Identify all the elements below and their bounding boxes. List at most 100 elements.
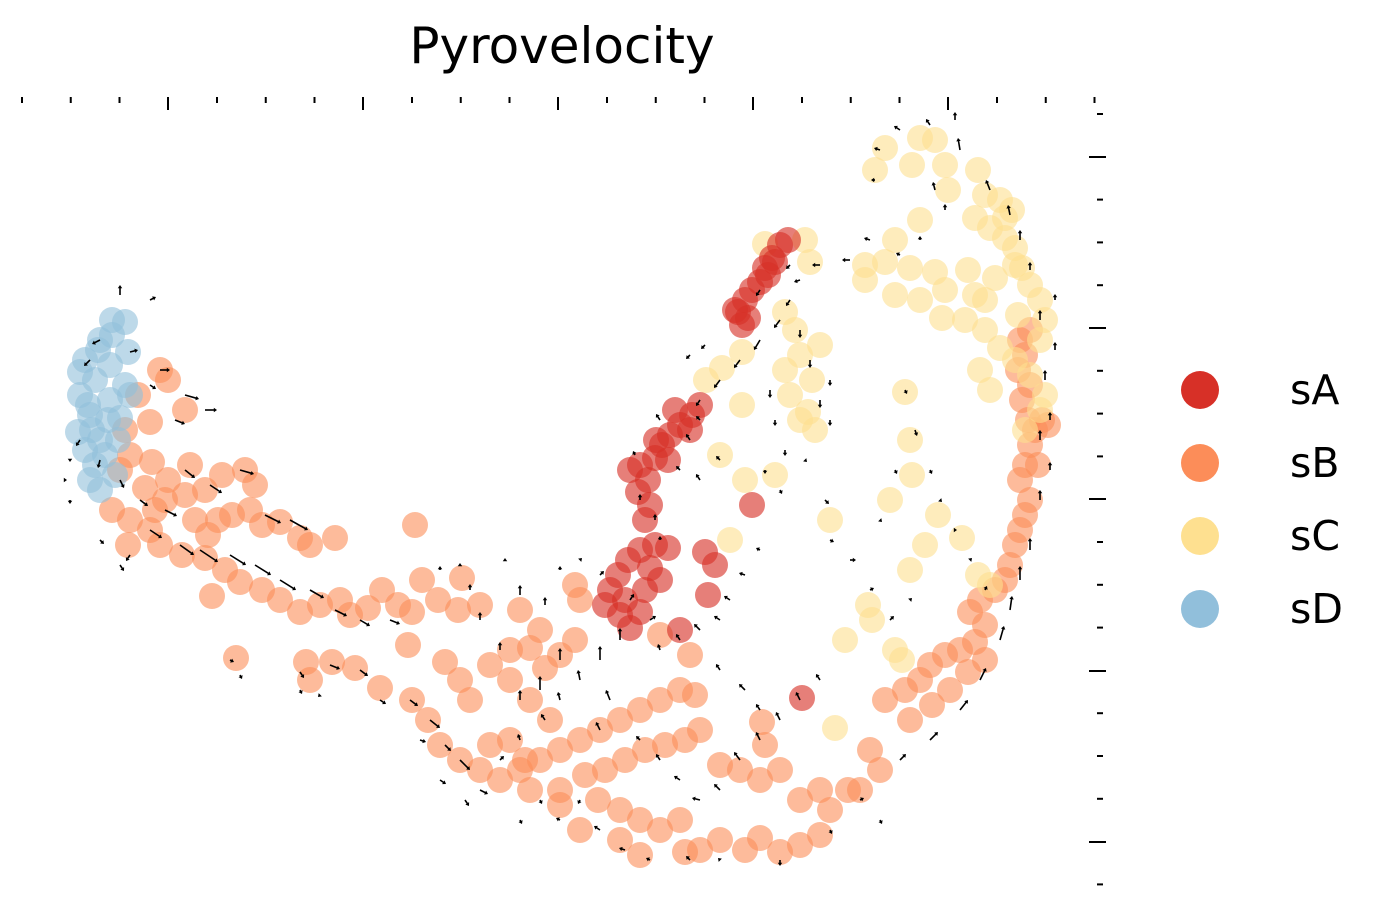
point-sa (722, 297, 748, 323)
point-sd (115, 339, 141, 365)
velocity-arrow (334, 609, 347, 617)
point-sc (977, 377, 1003, 403)
arrow-head (366, 622, 370, 627)
velocity-arrow (899, 754, 906, 761)
velocity-arrow (117, 285, 123, 295)
velocity-arrow (594, 825, 601, 831)
arrow-head (894, 125, 898, 130)
velocity-arrow (92, 339, 101, 345)
point-sb (497, 667, 523, 693)
arrow-shaft (184, 469, 194, 478)
arrow-head (655, 414, 660, 418)
point-sb (517, 777, 543, 803)
arrow-head (777, 862, 783, 866)
arrow-head (75, 442, 80, 446)
arrow-shaft (577, 671, 581, 681)
point-sc (882, 227, 908, 253)
arrow-head (1037, 430, 1043, 434)
velocity-arrow (739, 684, 746, 691)
arrow-head (577, 800, 582, 804)
arrow-head (656, 644, 662, 648)
velocity-arrow (652, 514, 658, 520)
arrow-head (465, 802, 470, 806)
velocity-arrow (785, 299, 791, 306)
velocity-arrow (239, 469, 254, 476)
point-sb (517, 687, 543, 713)
arrow-head (652, 615, 656, 620)
point-sb (682, 682, 708, 708)
arrow-head (497, 642, 503, 646)
arrow-head (701, 345, 705, 349)
velocity-arrow (264, 514, 281, 524)
arrow-head (556, 817, 560, 822)
velocity-arrow (701, 344, 706, 349)
point-sb (612, 747, 638, 773)
velocity-arrow (1047, 462, 1053, 470)
point-sb (415, 707, 441, 733)
velocity-arrow (724, 595, 731, 601)
velocity-arrow (696, 416, 701, 421)
velocity-arrow (859, 797, 864, 802)
arrow-head (173, 512, 177, 517)
point-sc (799, 367, 825, 393)
y-axis-ticks (1089, 113, 1106, 886)
point-sd (105, 427, 131, 453)
velocity-arrow (827, 420, 833, 426)
point-sb (227, 569, 253, 595)
velocity-arrow (318, 693, 322, 697)
arrow-head (942, 204, 948, 208)
arrow-head (632, 451, 637, 455)
velocity-arrow (164, 509, 177, 517)
point-sc (992, 205, 1018, 231)
velocity-arrow (299, 671, 305, 678)
velocity-arrow (655, 414, 661, 421)
arrow-shaft (179, 544, 193, 555)
velocity-arrow (718, 858, 722, 862)
point-sb (192, 477, 218, 503)
velocity-arrow (517, 690, 523, 700)
point-sc (935, 177, 961, 203)
velocity-arrow (289, 519, 308, 531)
velocity-arrow (119, 479, 125, 488)
arrow-head (956, 138, 961, 142)
arrow-head (657, 536, 663, 540)
point-sa (677, 417, 703, 443)
point-sd (75, 392, 101, 418)
arrow-head (250, 470, 254, 476)
point-sb (242, 472, 268, 498)
arrow-head (605, 690, 610, 694)
point-sc (899, 462, 925, 488)
velocity-arrow (983, 586, 988, 591)
arrow-head (630, 594, 635, 598)
point-sb (607, 797, 633, 823)
point-sc (1002, 252, 1028, 278)
velocity-arrow (184, 394, 199, 401)
point-sb (287, 599, 313, 625)
point-sa (789, 685, 815, 711)
velocity-arrow (874, 146, 881, 152)
velocity-arrow (794, 278, 801, 284)
arrow-head (893, 470, 898, 474)
arrow-shaft (979, 669, 986, 681)
arrow-shaft (209, 484, 221, 493)
point-sb (727, 757, 753, 783)
velocity-arrow (1017, 230, 1023, 240)
arrow-head (120, 484, 125, 488)
point-sb (547, 792, 573, 818)
chart-title: Pyrovelocity (409, 17, 714, 75)
arrow-shaft (149, 529, 161, 538)
point-sb (297, 667, 323, 693)
point-sb (512, 747, 538, 773)
arrow-head (864, 236, 868, 242)
arrow-head (714, 615, 718, 620)
point-sb (147, 532, 173, 558)
point-sb (667, 807, 693, 833)
velocity-arrows (63, 112, 1058, 866)
point-sc (1017, 362, 1043, 388)
arrow-head (556, 692, 561, 696)
point-sd (85, 337, 111, 363)
velocity-arrow (149, 529, 162, 539)
point-sc (807, 332, 833, 358)
